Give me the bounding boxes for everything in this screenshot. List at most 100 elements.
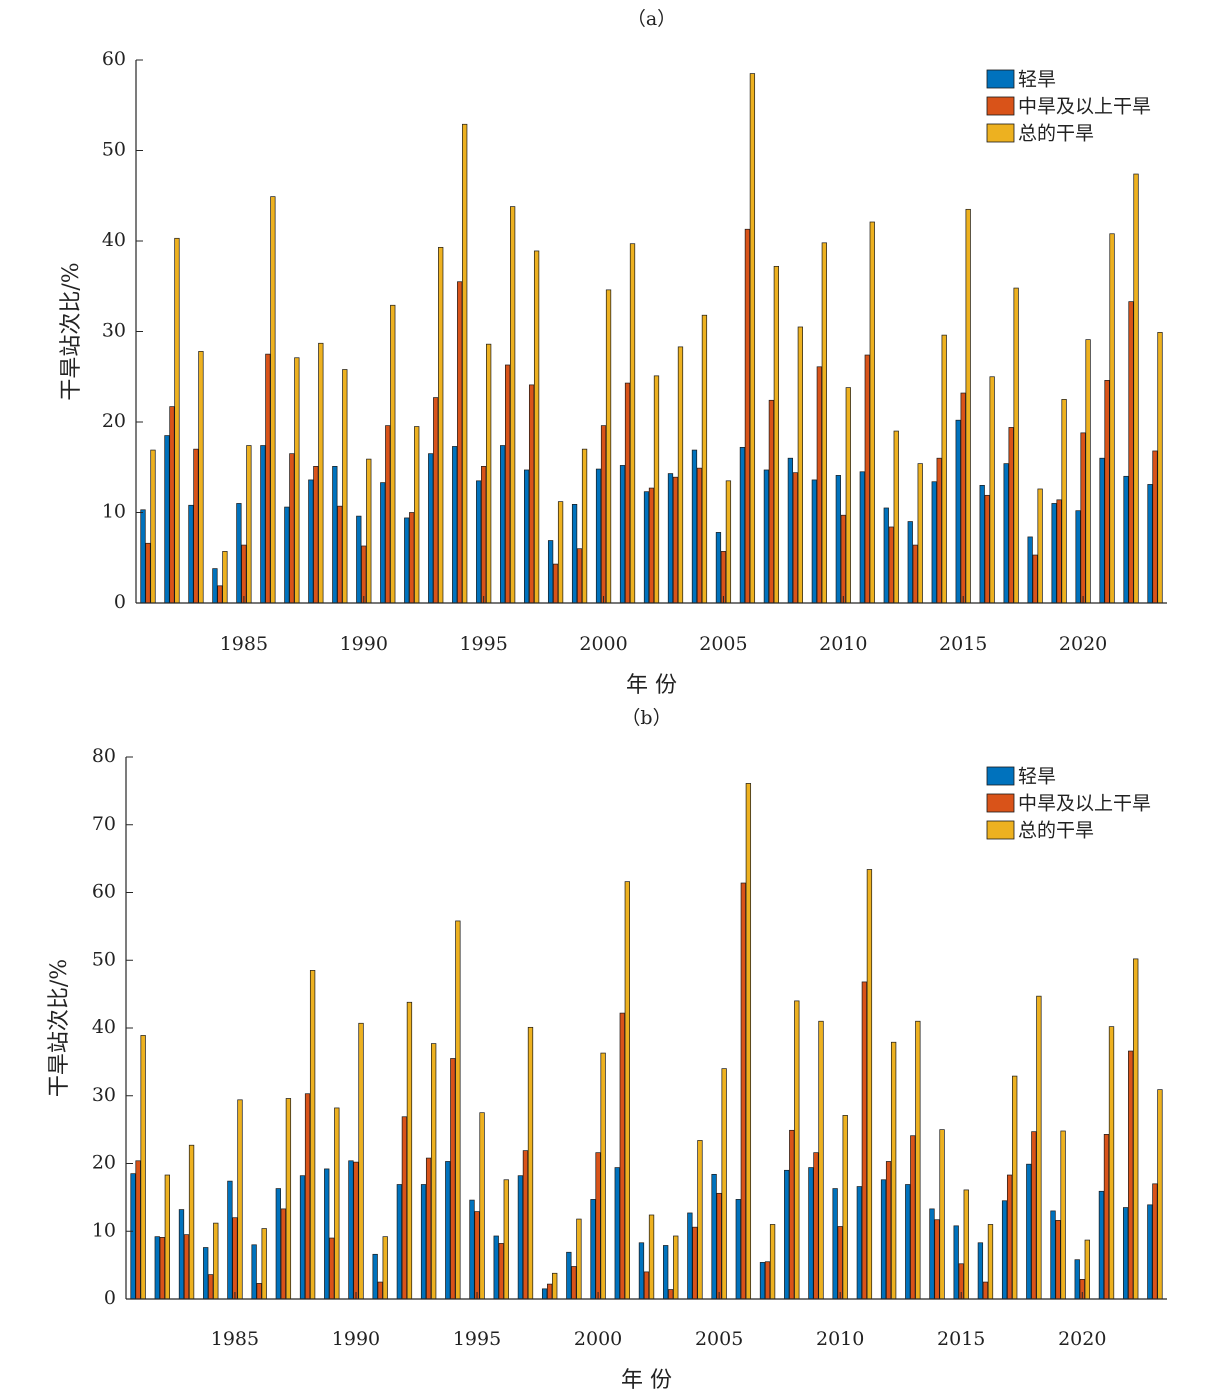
bar	[404, 517, 410, 604]
bar	[522, 1150, 529, 1300]
x-tick-label: 2000	[579, 633, 627, 655]
bar	[880, 1179, 887, 1300]
bar	[425, 1157, 432, 1300]
bar	[672, 476, 679, 604]
bar	[527, 1026, 534, 1300]
bar	[571, 504, 578, 604]
bar	[390, 304, 396, 604]
bar	[452, 446, 458, 604]
bar	[614, 1167, 620, 1300]
x-tick-label: 1995	[453, 1328, 501, 1350]
bar	[1147, 484, 1153, 604]
bar	[552, 1272, 558, 1300]
x-tick-label: 2020	[1058, 1328, 1106, 1350]
bar	[715, 532, 722, 604]
bar	[1133, 958, 1139, 1300]
bar	[797, 326, 803, 604]
bar	[547, 540, 554, 604]
bar	[864, 354, 870, 604]
bar	[486, 343, 492, 604]
bar	[960, 392, 966, 604]
bar	[130, 1173, 136, 1300]
y-tick-label: 40	[92, 1016, 116, 1038]
x-tick-label: 2010	[816, 1328, 864, 1350]
bar	[1152, 1183, 1158, 1300]
bar	[406, 1001, 413, 1300]
bar	[808, 1167, 814, 1300]
bar	[1128, 301, 1134, 604]
bar	[433, 397, 439, 604]
bar	[667, 473, 674, 604]
bar	[304, 1093, 311, 1300]
bar	[510, 206, 516, 604]
bar	[842, 1115, 848, 1300]
bar	[217, 585, 223, 604]
bar	[541, 1288, 548, 1300]
bar	[462, 123, 468, 604]
y-tick-label: 0	[104, 1287, 116, 1309]
bar	[270, 196, 276, 604]
bar	[648, 487, 655, 604]
bar	[1103, 1134, 1110, 1300]
bar	[769, 1224, 776, 1300]
bar	[576, 548, 583, 604]
bar	[318, 342, 324, 604]
bar	[213, 1222, 219, 1300]
bar	[979, 485, 985, 604]
bar	[1037, 488, 1043, 604]
legend-swatch	[986, 820, 1015, 840]
bar	[517, 1175, 524, 1300]
bar	[232, 1217, 238, 1300]
bar	[1080, 432, 1086, 604]
bar	[1001, 1200, 1008, 1300]
bar	[856, 1186, 862, 1300]
bar	[818, 1020, 824, 1300]
bar	[740, 882, 746, 1300]
bar	[590, 1199, 596, 1300]
bar	[414, 426, 420, 604]
bar	[735, 1199, 741, 1300]
bar	[1006, 1174, 1013, 1300]
y-tick-label: 20	[92, 1152, 116, 1174]
y-tick-label: 20	[102, 410, 126, 432]
x-tick-label: 2015	[939, 633, 987, 655]
bar	[595, 468, 602, 604]
bar	[893, 430, 899, 604]
legend-label: 轻旱	[1018, 69, 1056, 91]
bar	[811, 479, 817, 604]
bar	[648, 1214, 655, 1300]
bar	[457, 281, 463, 604]
bar	[188, 504, 194, 604]
bar	[1075, 510, 1081, 604]
bar	[474, 1211, 480, 1300]
bar	[619, 1012, 625, 1300]
bar	[759, 1262, 766, 1300]
bar	[773, 265, 780, 604]
bar	[905, 1184, 911, 1300]
legend-label: 中旱及以上干旱	[1018, 793, 1151, 815]
bar	[469, 1199, 475, 1300]
bar	[236, 503, 242, 604]
bar	[1108, 1026, 1115, 1300]
bar	[438, 246, 444, 604]
bar	[581, 448, 588, 604]
x-tick-label: 2010	[819, 633, 867, 655]
bar	[1122, 1207, 1129, 1300]
panel-a: （a） 0 10 20 30 40 50 60 1985 1990 1995 2000 2005 2010…	[59, 8, 1167, 698]
x-tick-label: 2005	[699, 633, 747, 655]
bar	[140, 509, 146, 604]
bar	[915, 1020, 921, 1300]
bar	[1074, 1259, 1080, 1300]
bar	[566, 1251, 572, 1300]
bar	[428, 453, 434, 604]
bar	[337, 505, 343, 604]
bar	[638, 1242, 645, 1300]
bar	[294, 357, 300, 604]
bar	[380, 482, 386, 604]
bar	[1084, 1239, 1090, 1300]
x-tick-label: 2000	[574, 1328, 622, 1350]
bar	[324, 1168, 330, 1300]
